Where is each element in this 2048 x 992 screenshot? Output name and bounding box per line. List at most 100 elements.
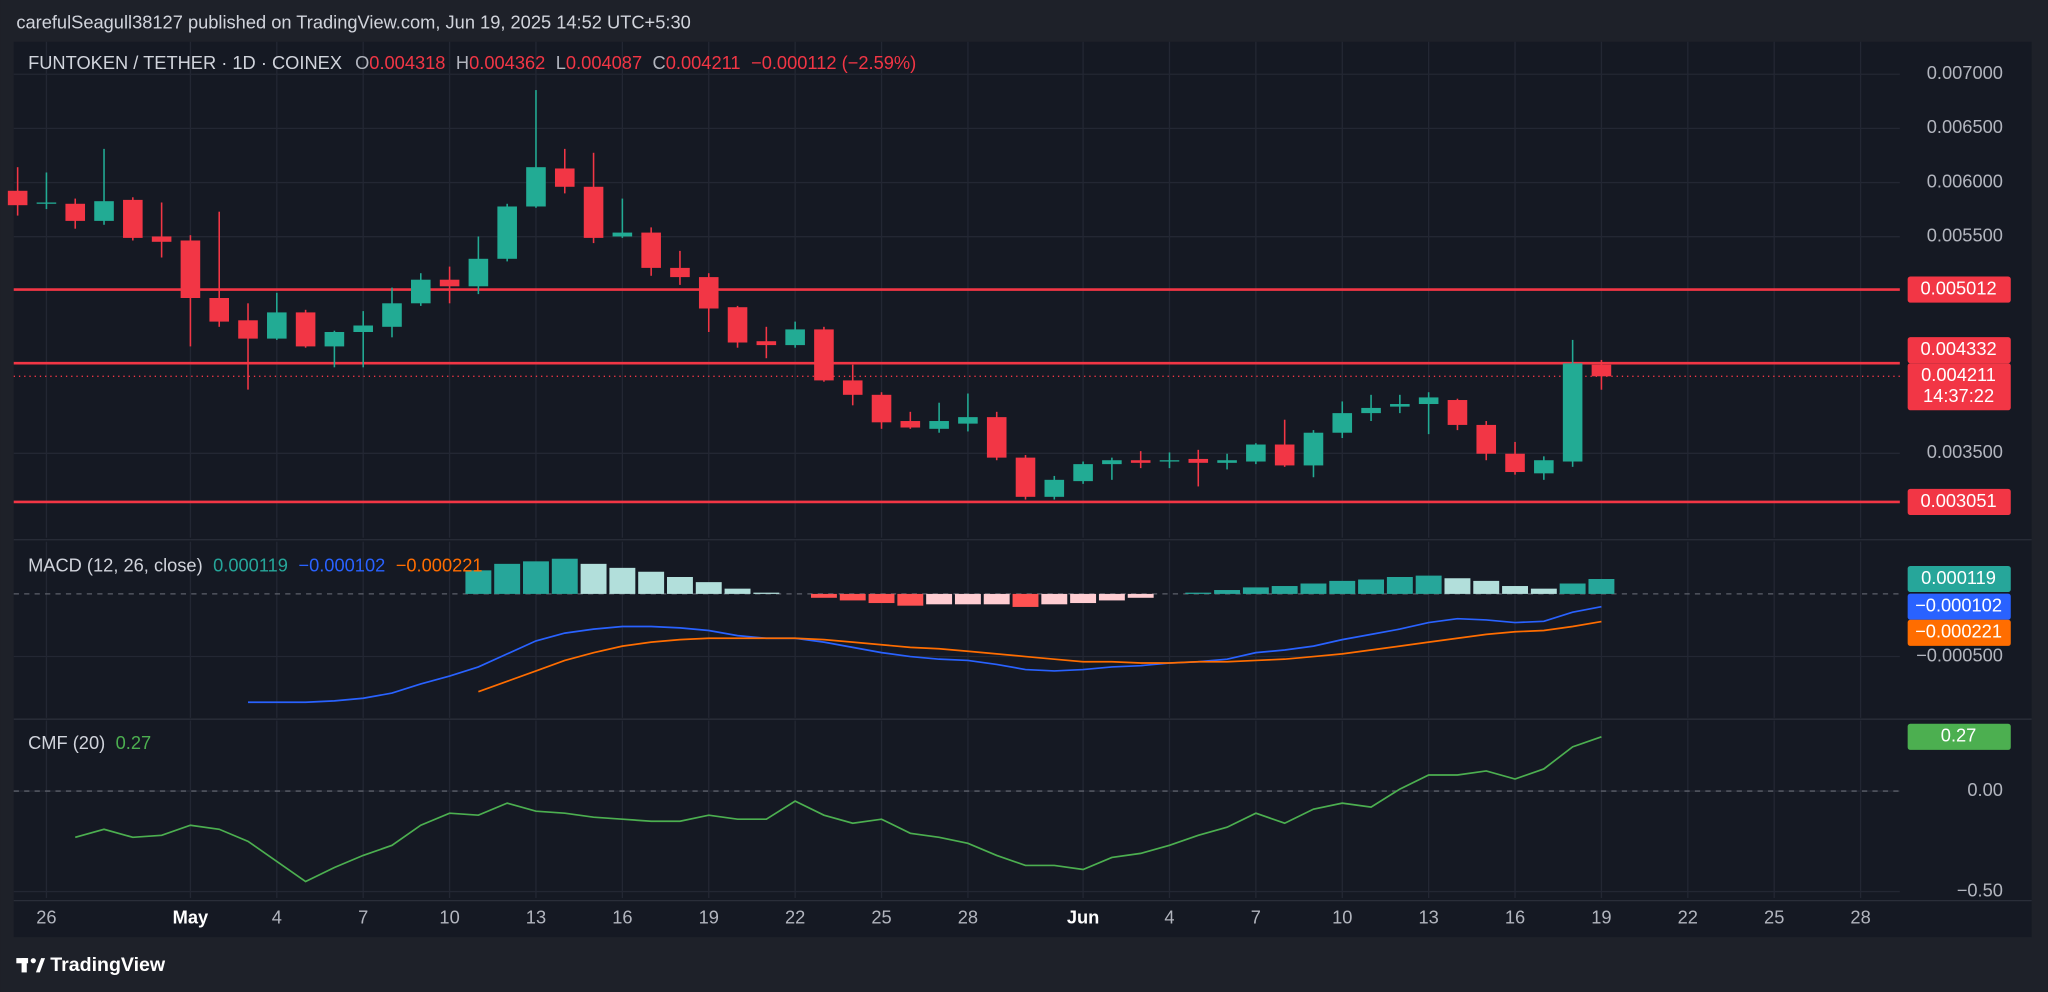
candle-body: [382, 303, 402, 327]
candle-body: [871, 394, 892, 423]
logo-part: [35, 958, 46, 973]
brand-name: TradingView: [50, 954, 166, 976]
logo-part: [30, 958, 36, 964]
candle-body: [1102, 460, 1122, 465]
cmf-title: CMF (20): [28, 732, 105, 753]
macd-histogram-bar: [983, 593, 1010, 605]
macd-histogram-bar: [638, 571, 665, 594]
x-tick-label: 19: [1591, 907, 1611, 928]
ohlc-key: O: [355, 52, 369, 73]
candle-body: [468, 258, 489, 287]
x-tick-label: 26: [36, 907, 56, 928]
level-tag: [1907, 488, 2011, 515]
candle-body: [612, 232, 633, 237]
macd-line: [248, 605, 1602, 704]
macd-histogram-bar: [1242, 587, 1269, 594]
macd-histogram-bar: [609, 567, 636, 594]
candle-body: [123, 199, 143, 238]
y-tick-label: 0.003500: [1927, 441, 2003, 462]
macd-histogram-bar: [551, 558, 578, 594]
macd-histogram-bar: [1358, 579, 1385, 594]
x-tick-label: 4: [1164, 907, 1174, 928]
cmf-value: 0.27: [116, 732, 152, 753]
candle-body: [1246, 444, 1266, 462]
symbol: FUNTOKEN / TETHER · 1D · COINEX: [28, 52, 342, 73]
macd-histogram-bar: [926, 593, 953, 605]
candle-body: [842, 380, 863, 395]
signal-value: −0.000221: [396, 554, 483, 575]
macd-histogram-bar: [1386, 577, 1413, 594]
x-tick-label: 10: [439, 907, 459, 928]
macd-histogram-bar: [523, 561, 549, 594]
macd-histogram-bar: [494, 563, 521, 594]
macd-tag-label: −0.000102: [1915, 595, 2002, 616]
candle-body: [727, 307, 748, 343]
signal-line: [478, 620, 1602, 693]
macd-histogram-bar: [897, 593, 924, 606]
level-tag-label: 0.005012: [1920, 277, 1996, 298]
ohlc-key: C: [653, 52, 666, 73]
candle-body: [929, 421, 949, 429]
macd-histogram-bar: [868, 593, 895, 604]
macd-histogram-bar: [1559, 583, 1586, 594]
candle-body: [1332, 413, 1353, 433]
level-tag: [1907, 337, 2011, 364]
candle-body: [1130, 460, 1151, 463]
candle-body: [353, 325, 373, 333]
x-tick-label: 25: [1764, 907, 1784, 928]
candle-body: [1303, 432, 1324, 466]
candle-body: [1505, 453, 1525, 473]
price-legend: FUNTOKEN / TETHER · 1D · COINEX O0.004318…: [28, 52, 916, 73]
macd-histogram-bar: [839, 593, 866, 601]
ohlc-value: 0.004362: [469, 52, 545, 73]
candle-body: [554, 168, 575, 187]
candle-body: [1418, 397, 1439, 405]
x-tick-label: 16: [612, 907, 632, 928]
candle-body: [1274, 444, 1295, 466]
candle-body: [1447, 400, 1468, 425]
candle-body: [1044, 479, 1065, 497]
brand: TradingView: [16, 954, 166, 976]
candle-body: [324, 332, 345, 347]
candle-body: [1361, 407, 1381, 414]
x-tick-label: 16: [1505, 907, 1525, 928]
candle-body: [94, 201, 114, 221]
macd-tag-label: −0.000221: [1915, 621, 2002, 642]
change: −0.000112 (−2.59%): [751, 52, 916, 73]
macd-value: −0.000102: [298, 554, 385, 575]
y-tick-label: −0.000500: [1916, 644, 2003, 665]
y-tick-label: 0.006000: [1927, 170, 2003, 191]
level-tag-label: 0.004332: [1920, 338, 1996, 359]
x-tick-label: 19: [699, 907, 719, 928]
candle-body: [698, 277, 719, 309]
candle-body: [267, 312, 287, 339]
y-tick-label: 0.007000: [1927, 62, 2003, 83]
macd-histogram-bar: [580, 563, 607, 594]
logo-part: [21, 958, 27, 973]
cmf-tag: [1907, 723, 2011, 750]
candle-body: [641, 232, 661, 268]
macd-histogram-bar: [1098, 593, 1125, 601]
macd-histogram-bar: [810, 593, 837, 598]
macd-histogram-bar: [1070, 593, 1097, 604]
macd-histogram-bar: [1415, 575, 1442, 594]
macd-histogram-bar: [1300, 583, 1327, 594]
candle-body: [410, 279, 431, 304]
candle-body: [900, 421, 921, 428]
macd-histogram-bar: [1127, 593, 1154, 598]
candle-body: [7, 190, 28, 206]
candle-body: [958, 417, 978, 424]
macd-tag: [1907, 593, 2011, 620]
macd-histogram-bar: [1502, 586, 1528, 594]
candle-body: [1188, 458, 1209, 463]
candle-body: [497, 206, 517, 259]
candle-body: [1591, 364, 1612, 377]
x-tick-label: 28: [1850, 907, 1870, 928]
macd-histogram-bar: [695, 582, 722, 594]
cmf-legend: CMF (20) 0.27: [28, 732, 151, 753]
x-tick-label: 10: [1332, 907, 1352, 928]
candle-body: [1390, 404, 1410, 407]
macd-histogram-bar: [1473, 580, 1500, 594]
